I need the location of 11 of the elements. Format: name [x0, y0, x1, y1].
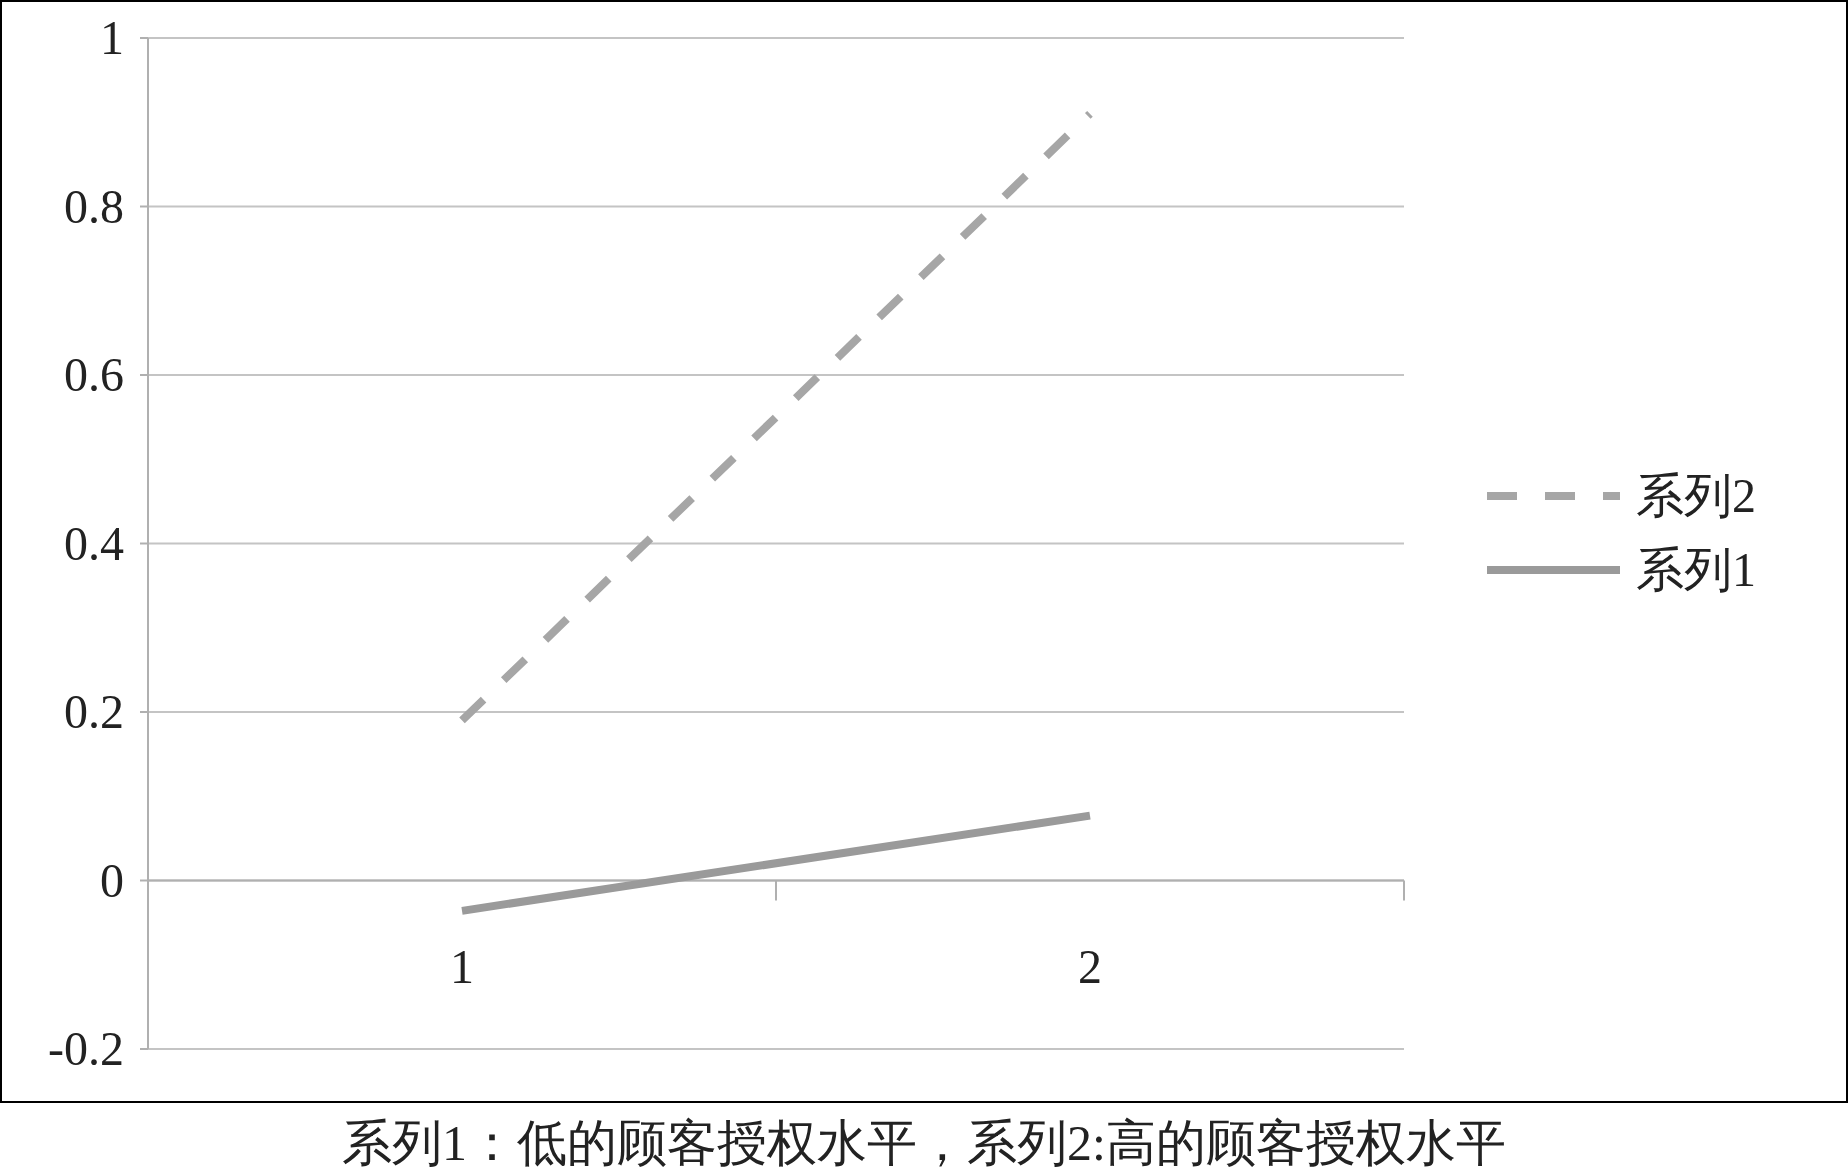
y-tick-label: 1 [100, 11, 124, 64]
y-tick-label: 0.4 [64, 516, 124, 570]
y-tick-label: -0.2 [48, 1022, 124, 1075]
x-tick-label: 2 [1078, 939, 1102, 993]
y-tick-label: 0.2 [64, 685, 124, 738]
legend-label: 系列1 [1636, 543, 1756, 596]
y-tick-label: 0.8 [64, 179, 124, 233]
y-tick-label: 0.6 [64, 348, 124, 401]
y-tick-label: 0 [100, 853, 124, 907]
text: 系列1：低的顾客授权水平，系列2:高的顾客授权水平 [342, 1115, 1506, 1171]
legend-label: 系列2 [1636, 469, 1756, 522]
